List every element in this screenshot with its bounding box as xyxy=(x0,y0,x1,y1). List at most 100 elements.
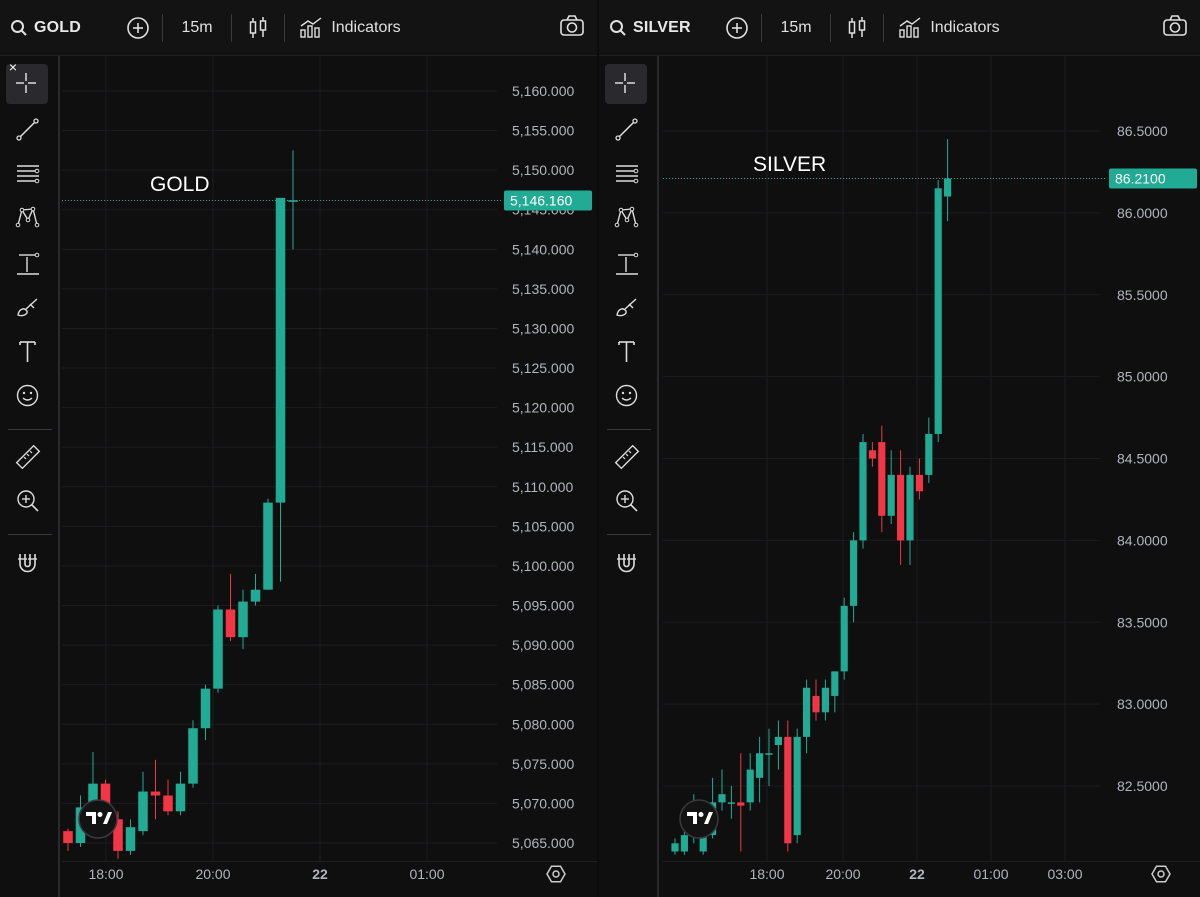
chart-type-button[interactable] xyxy=(831,0,883,56)
tradingview-logo-icon[interactable] xyxy=(679,799,719,839)
y-tick-label: 5,160.000 xyxy=(512,83,574,99)
price-label-bg xyxy=(504,190,592,211)
y-tick-label: 82.5000 xyxy=(1117,778,1168,794)
x-tick-label: 22 xyxy=(312,866,328,882)
toolbar-divider xyxy=(830,13,831,42)
candle-body xyxy=(793,736,801,836)
x-tick-label: 20:00 xyxy=(825,866,860,882)
candle-body xyxy=(727,802,735,804)
candle xyxy=(250,573,261,606)
y-tick-label: 5,120.000 xyxy=(512,400,574,416)
pattern-tool[interactable] xyxy=(0,198,56,238)
measure-line-tool[interactable] xyxy=(599,244,655,284)
candle xyxy=(774,720,782,770)
tradingview-logo-icon[interactable] xyxy=(78,799,118,839)
screenshot-button[interactable] xyxy=(559,14,585,43)
candle-body xyxy=(150,791,161,796)
fib-lines-tool[interactable] xyxy=(599,154,655,194)
text-tool[interactable] xyxy=(0,332,56,372)
trend-line-tool[interactable] xyxy=(599,110,655,150)
magnet-icon xyxy=(617,554,636,573)
screenshot-button[interactable] xyxy=(1162,14,1188,43)
candle xyxy=(263,498,273,590)
magnet-tool[interactable] xyxy=(599,543,655,583)
silver-chart-panel: SILVER 15m Indicators 82.5000 83.0000 83.5… xyxy=(599,0,1200,897)
y-tick-label: 5,140.000 xyxy=(512,241,574,257)
y-tick-label: 5,115.000 xyxy=(512,439,573,455)
emoji-icon xyxy=(615,384,638,407)
brush-tool[interactable] xyxy=(0,288,56,328)
candle-body xyxy=(175,783,186,812)
candle xyxy=(288,150,298,250)
pattern-tool[interactable] xyxy=(599,198,655,238)
candle xyxy=(718,769,726,811)
y-tick-label: 5,085.000 xyxy=(512,677,574,693)
trend-line-tool[interactable] xyxy=(0,110,56,150)
candle-body xyxy=(238,601,248,638)
candle-body xyxy=(680,835,688,852)
toolbar-divider xyxy=(162,13,163,42)
candle xyxy=(784,720,792,852)
crosshair-tool[interactable] xyxy=(6,64,48,104)
silver-chart-area[interactable]: 82.5000 83.0000 83.5000 84.0000 84.5000 85.00… xyxy=(663,56,1200,897)
search-icon xyxy=(610,19,626,36)
candle xyxy=(812,679,820,721)
camera-icon xyxy=(560,15,584,36)
ruler-tool[interactable] xyxy=(599,437,655,477)
interval-button[interactable]: 15m xyxy=(181,18,213,36)
fib-lines-tool[interactable] xyxy=(0,154,56,194)
emoji-tool[interactable] xyxy=(0,376,56,416)
text-tool[interactable] xyxy=(599,332,655,372)
zoom-in-tool[interactable] xyxy=(599,481,655,521)
measure-line-tool[interactable] xyxy=(0,244,56,284)
candle-body xyxy=(88,783,98,808)
candle xyxy=(944,139,952,222)
candle xyxy=(175,771,186,816)
crosshair-tool[interactable] xyxy=(605,64,647,104)
gold-chart-area[interactable]: 5,065.000 5,070.000 5,075.000 5,080.000 5,08… xyxy=(62,56,597,897)
symbol-search-button[interactable]: SILVER xyxy=(599,19,713,37)
x-tick-label: 18:00 xyxy=(749,866,784,882)
compare-button[interactable] xyxy=(114,0,162,56)
pattern-icon xyxy=(614,206,639,228)
zoom-in-tool[interactable] xyxy=(0,481,56,521)
candle xyxy=(63,828,73,851)
x-tick-label: 20:00 xyxy=(195,866,230,882)
trend-line-icon xyxy=(16,118,39,141)
ruler-tool[interactable] xyxy=(0,437,56,477)
silver-candlestick-chart[interactable]: 82.5000 83.0000 83.5000 84.0000 84.5000 85.00… xyxy=(663,56,1200,897)
compare-button[interactable] xyxy=(713,0,761,56)
settings-gear-icon[interactable] xyxy=(1151,865,1171,883)
settings-gear-icon[interactable] xyxy=(546,865,566,883)
candle xyxy=(727,786,735,819)
indicators-button[interactable]: Indicators xyxy=(285,0,415,56)
indicators-button[interactable]: Indicators xyxy=(884,0,1014,56)
candle xyxy=(150,759,161,820)
close-icon[interactable]: × xyxy=(8,59,18,75)
brush-tool[interactable] xyxy=(599,288,655,328)
candle xyxy=(746,753,754,811)
fib-lines-icon xyxy=(616,165,639,184)
candle xyxy=(671,838,679,855)
chart-type-button[interactable] xyxy=(232,0,284,56)
interval-button[interactable]: 15m xyxy=(780,18,812,36)
symbol-name: GOLD xyxy=(34,18,82,36)
y-tick-label: 5,125.000 xyxy=(512,360,574,376)
candle-body xyxy=(263,502,273,590)
candle xyxy=(878,425,886,533)
emoji-tool[interactable] xyxy=(599,376,655,416)
symbol-search-button[interactable]: GOLD xyxy=(0,19,114,37)
candle xyxy=(840,597,848,680)
x-tick-label: 01:00 xyxy=(973,866,1008,882)
candle xyxy=(925,417,933,484)
symbol-name: SILVER xyxy=(633,18,691,36)
gold-candlestick-chart[interactable]: 5,065.000 5,070.000 5,075.000 5,080.000 5,08… xyxy=(62,56,597,897)
silver-toolbar: SILVER 15m Indicators xyxy=(599,0,1200,56)
magnet-tool[interactable] xyxy=(0,543,56,583)
candle xyxy=(163,779,173,816)
candles-icon xyxy=(848,16,866,38)
measure-line-icon xyxy=(616,252,639,275)
candle xyxy=(213,605,223,693)
candle xyxy=(831,671,839,713)
candle-body xyxy=(225,609,236,638)
